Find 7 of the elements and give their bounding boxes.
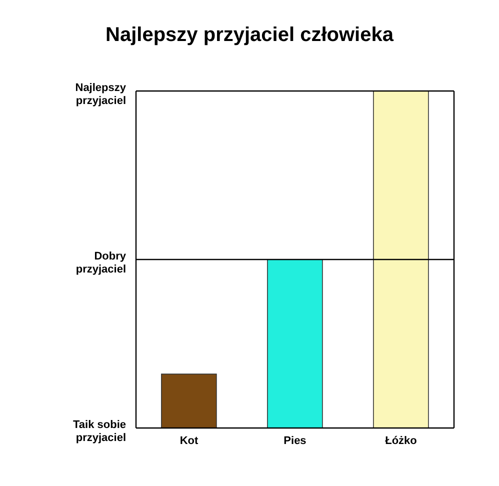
x-tick-label: Pies [284,434,306,447]
text: Najlepszy przyjaciel [74,82,126,108]
text: Taik sobie przyjaciel [72,419,126,445]
chart-title: Najlepszy przyjaciel człowieka [104,23,395,48]
x-tick-label: Łóżko [385,434,418,447]
x-tick-label: Kot [180,434,198,447]
ref-line-label: Dobry przyjaciel [76,250,127,276]
